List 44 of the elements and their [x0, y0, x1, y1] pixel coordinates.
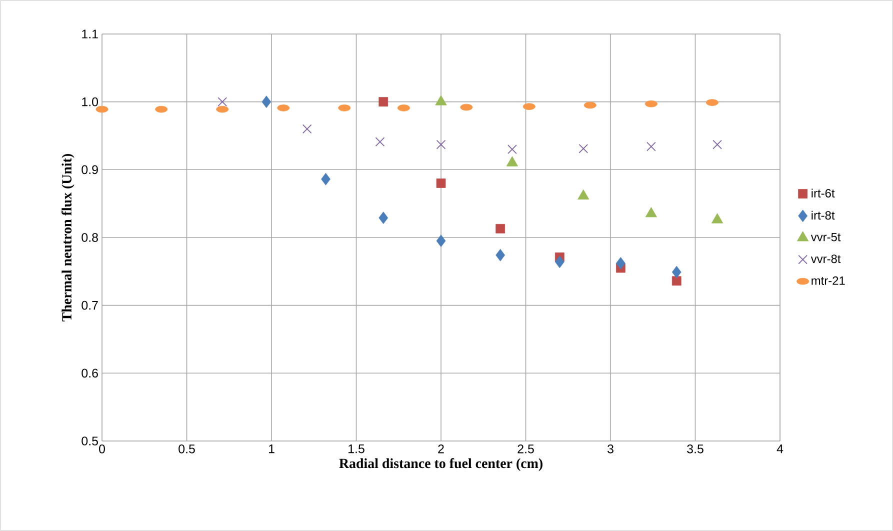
- point: [262, 96, 272, 108]
- y-tick-label: 1.1: [82, 30, 98, 38]
- x-tick-label: 0.5: [178, 444, 195, 454]
- x-tick-label: 2.5: [518, 444, 534, 454]
- point: [554, 256, 564, 268]
- x-axis-title: Radial distance to fuel center (cm): [339, 458, 542, 471]
- point: [646, 142, 656, 152]
- point: [496, 248, 506, 262]
- point: [302, 124, 312, 134]
- legend-label: irt-8t: [812, 210, 835, 220]
- point: [378, 212, 388, 224]
- x-tick-label: 0: [99, 444, 105, 454]
- point: [436, 140, 446, 150]
- x-tick-label: 1: [268, 444, 274, 454]
- y-tick-label: 0.5: [82, 436, 98, 446]
- point: [436, 234, 446, 248]
- point: [672, 266, 682, 278]
- y-axis-title: Thermal neutron flux (Unit): [62, 154, 74, 322]
- point: [218, 97, 228, 107]
- x-tick-label: 3: [608, 444, 614, 454]
- point: [378, 97, 388, 107]
- legend-label: irt-6t: [812, 188, 835, 198]
- y-tick-label: 1.0: [82, 97, 98, 106]
- legend-label: mtr-21: [812, 276, 845, 285]
- point: [375, 137, 385, 147]
- y-tick-label: 0.7: [82, 300, 98, 310]
- point: [508, 144, 517, 154]
- point: [712, 140, 722, 150]
- legend-label: vvr-5t: [810, 232, 841, 242]
- point: [578, 144, 588, 154]
- legend-label: vvr-8t: [810, 254, 841, 264]
- point: [616, 257, 626, 270]
- x-tick-label: 4: [776, 444, 784, 454]
- point: [496, 224, 506, 234]
- point: [672, 276, 682, 286]
- x-tick-label: 1.5: [348, 444, 364, 454]
- point: [645, 207, 657, 218]
- y-tick-label: 0.6: [82, 368, 98, 378]
- point: [436, 178, 446, 188]
- y-tick-label: 0.9: [82, 165, 98, 174]
- x-tick-label: 3.5: [687, 444, 704, 454]
- y-tick-label: 0.8: [82, 233, 98, 242]
- x-tick-label: 2: [438, 444, 444, 454]
- point: [321, 172, 330, 186]
